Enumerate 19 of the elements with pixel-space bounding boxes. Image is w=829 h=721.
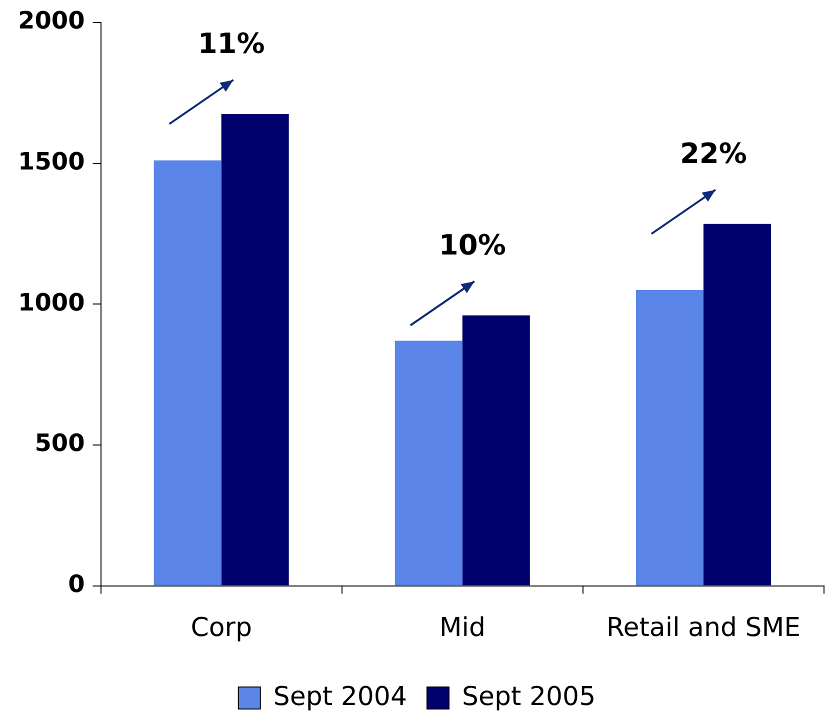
- y-tick-label: 1500: [18, 147, 85, 176]
- legend-label: Sept 2005: [462, 682, 596, 712]
- bar: [221, 114, 289, 586]
- y-tick-label: 1000: [18, 288, 85, 316]
- y-tick-label: 500: [34, 429, 85, 458]
- bar: [394, 340, 462, 586]
- bar: [154, 160, 222, 586]
- x-tick-label: Corp: [190, 613, 252, 644]
- bar: [703, 224, 771, 586]
- annotation: 10%: [438, 228, 506, 262]
- bar: [462, 315, 530, 586]
- annotation: 11%: [198, 27, 265, 60]
- legend-label: Sept 2004: [273, 682, 408, 712]
- y-tick-label: 2000: [18, 6, 85, 35]
- x-tick-label: Retail and SME: [606, 613, 801, 644]
- annotation: 22%: [680, 137, 747, 170]
- y-tick-label: 0: [68, 570, 85, 598]
- x-tick-label: Mid: [439, 613, 486, 644]
- bar: [636, 290, 704, 586]
